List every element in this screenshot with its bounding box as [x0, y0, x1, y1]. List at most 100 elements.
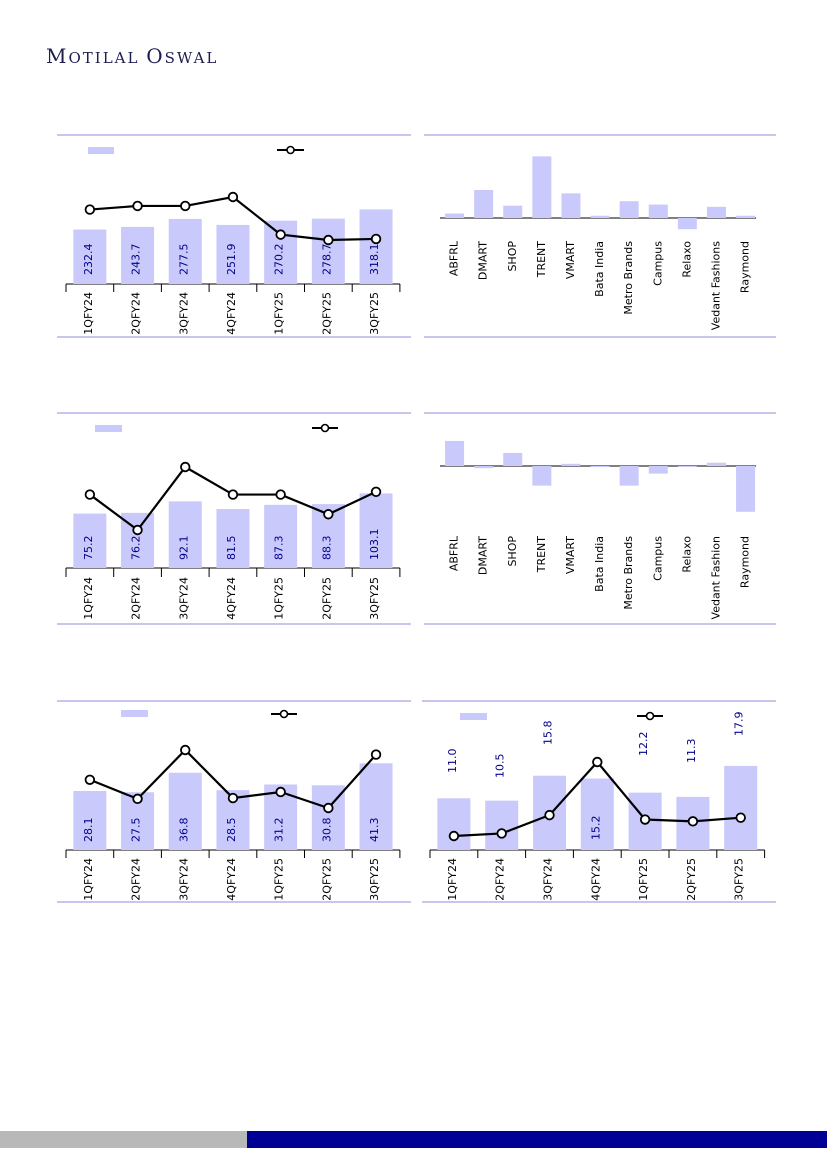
- c1-category-label: 3QFY25: [368, 292, 381, 335]
- c1-data-label: 232.4: [82, 244, 95, 276]
- c3-line-point: [132, 524, 143, 536]
- c1-line-point: [132, 200, 143, 212]
- c2-bar: [619, 201, 639, 218]
- c3-data-label: 92.1: [177, 536, 190, 561]
- c5-line-point: [275, 786, 286, 798]
- c4-category-label: Vedant Fashion: [709, 536, 722, 619]
- c3-data-label: 75.2: [82, 536, 95, 561]
- c2-category-label: Relaxo: [680, 241, 693, 278]
- c4-category-label: SHOP: [506, 536, 519, 567]
- c1-bar: [73, 229, 107, 284]
- c3-line-point: [275, 489, 286, 500]
- c6-category-label: 1QFY25: [637, 858, 650, 901]
- brand-logo: MOTILAL OSWAL: [46, 44, 219, 68]
- c6-category-label: 4QFY24: [589, 858, 602, 901]
- c1-bar: [168, 218, 202, 284]
- c1-category-label: 1QFY24: [82, 292, 95, 335]
- c6-bar: [437, 798, 471, 850]
- c5-category-label: 1QFY24: [82, 858, 95, 901]
- c3-bar: [264, 504, 298, 568]
- c5-bar: [168, 772, 202, 850]
- c4-category-label: VMART: [564, 536, 577, 574]
- c1-data-label: 270.2: [273, 244, 286, 276]
- c6-line-point: [544, 809, 555, 821]
- c5-data-label: 28.1: [82, 818, 95, 843]
- c6-line-point: [687, 816, 699, 827]
- c2-category-label: VMART: [564, 241, 577, 279]
- c1-category-label: 2QFY25: [320, 292, 333, 335]
- c6-data-label: 11.0: [446, 749, 459, 774]
- c1-data-label: 318.1: [368, 244, 381, 276]
- c4-category-label: Raymond: [739, 536, 752, 588]
- c4-category-label: Metro Brands: [622, 536, 635, 610]
- c5-line-point: [84, 774, 96, 785]
- c6-line-point: [592, 756, 603, 768]
- c5-data-label: 27.5: [130, 818, 143, 843]
- c1-category-label: 3QFY24: [177, 292, 190, 335]
- c5-data-label: 30.8: [320, 818, 333, 843]
- c3-category-label: 2QFY24: [130, 577, 143, 620]
- c2-category-label: DMART: [477, 241, 490, 280]
- c6-data-label: 12.2: [637, 732, 650, 757]
- c2-category-label: ABFRL: [448, 240, 461, 276]
- c5-data-label: 28.5: [225, 818, 238, 843]
- c2-category-label: SHOP: [506, 241, 519, 272]
- c2-bar: [706, 206, 726, 218]
- c6-bar: [580, 778, 614, 850]
- c4-bar: [445, 440, 465, 466]
- c4-bar: [706, 462, 726, 466]
- c5-line-point: [132, 793, 143, 805]
- c1-line-point: [275, 229, 286, 240]
- c3-line-point: [84, 489, 96, 500]
- c3-bar: [168, 501, 202, 568]
- c4-bar: [736, 466, 756, 512]
- c4-bar: [619, 466, 639, 486]
- c2-category-label: Vedant Fashions: [709, 241, 722, 330]
- c3-legend-bar-swatch: [95, 425, 122, 432]
- c3-category-label: 1QFY24: [82, 577, 95, 620]
- c6-data-label: 15.2: [589, 816, 602, 841]
- c3-line-point: [323, 509, 334, 520]
- c2-category-label: TRENT: [535, 241, 548, 279]
- c2-category-label: Raymond: [739, 241, 752, 293]
- c5-line-point: [370, 749, 382, 760]
- c6-category-label: 1QFY24: [446, 858, 459, 901]
- c2-category-label: Bata India: [593, 241, 606, 297]
- c1-legend-bar-swatch: [88, 147, 114, 154]
- c6-line-point: [448, 830, 460, 842]
- c3-data-label: 76.2: [130, 536, 143, 561]
- c1-line-point: [84, 204, 96, 215]
- c4-category-label: DMART: [477, 536, 490, 575]
- c5-category-label: 3QFY24: [177, 858, 190, 901]
- c4-bar: [677, 466, 697, 468]
- c6-data-label: 15.8: [542, 721, 555, 746]
- c1-data-label: 243.7: [130, 244, 143, 276]
- c6-category-label: 3QFY24: [542, 858, 555, 901]
- c1-category-label: 2QFY24: [130, 292, 143, 335]
- c3-line-point: [370, 486, 382, 498]
- c3-bar: [216, 509, 250, 568]
- c2-bar: [736, 215, 756, 218]
- c4-bar: [503, 452, 523, 466]
- footer-gray-bar: [0, 1131, 247, 1148]
- c2-bar: [648, 204, 668, 218]
- c5-category-label: 4QFY24: [225, 858, 238, 901]
- c4-bar: [561, 463, 581, 466]
- c4-bar: [590, 466, 610, 468]
- c6-bar: [724, 765, 758, 850]
- c5-category-label: 2QFY24: [130, 858, 143, 901]
- c1-line-point: [180, 200, 191, 212]
- c3-data-label: 88.3: [320, 536, 333, 561]
- c2-bar: [445, 213, 465, 218]
- c4-bar: [648, 466, 668, 474]
- c6-category-label: 2QFY24: [494, 858, 507, 901]
- c5-category-label: 2QFY25: [320, 858, 333, 901]
- c2-bar: [474, 190, 494, 218]
- c3-category-label: 3QFY24: [177, 577, 190, 620]
- c4-category-label: Relaxo: [680, 536, 693, 573]
- c3-line-point: [180, 461, 191, 473]
- c1-data-label: 277.5: [177, 244, 190, 276]
- c5-line-point: [227, 792, 239, 804]
- c3-bar: [359, 493, 393, 568]
